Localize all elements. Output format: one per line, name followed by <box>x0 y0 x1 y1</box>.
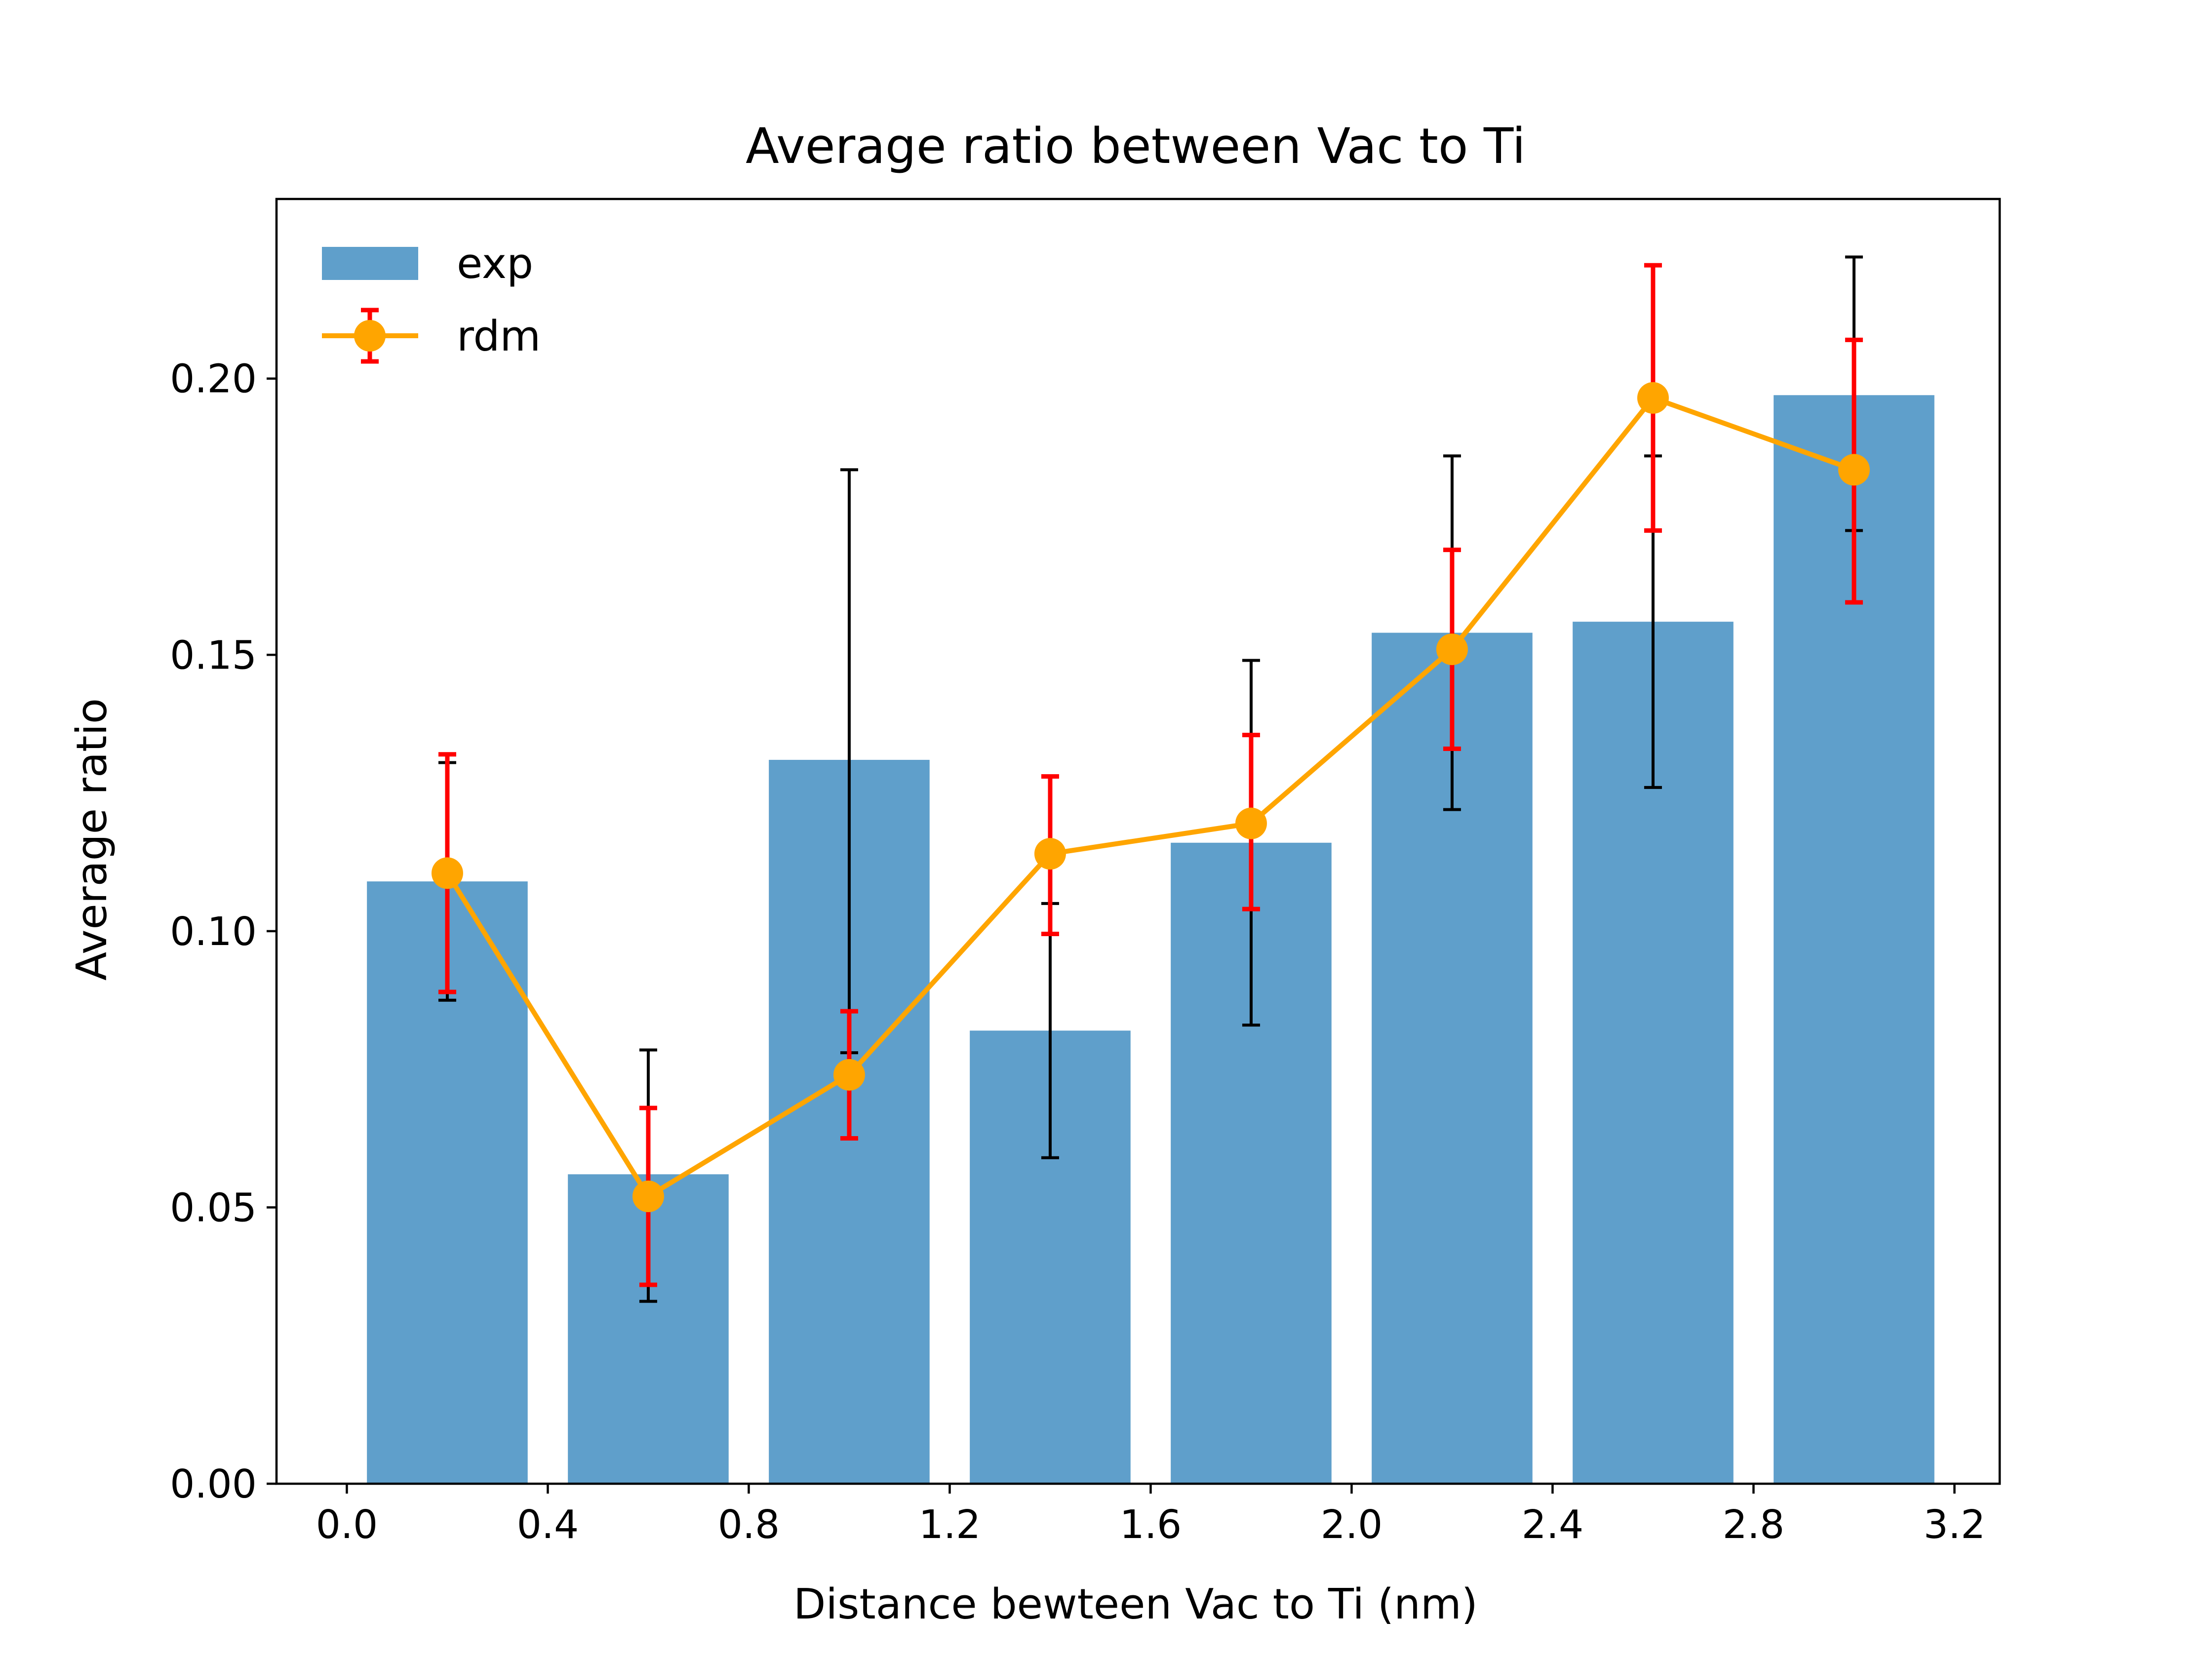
x-tick-label-7: 2.8 <box>1723 1502 1785 1547</box>
y-tick-label-3: 0.15 <box>170 632 257 678</box>
legend-label-rdm: rdm <box>457 312 541 361</box>
y-tick-label-2: 0.10 <box>170 909 257 954</box>
marker-rdm-6 <box>1637 382 1669 414</box>
legend-swatch-exp <box>322 247 418 280</box>
legend-label-exp: exp <box>457 239 533 288</box>
y-axis-label: Average ratio <box>68 698 117 981</box>
marker-rdm-3 <box>1034 838 1066 870</box>
x-tick-label-4: 1.6 <box>1120 1502 1182 1547</box>
y-tick-label-0: 0.00 <box>170 1462 257 1507</box>
plot-frame <box>275 198 2001 1485</box>
x-tick-label-0: 0.0 <box>316 1502 378 1547</box>
y-tick-label-4: 0.20 <box>170 356 257 402</box>
marker-rdm-0 <box>431 857 463 889</box>
x-tick-label-1: 0.4 <box>517 1502 579 1547</box>
marker-rdm-5 <box>1436 633 1468 666</box>
x-tick-label-3: 1.2 <box>919 1502 981 1547</box>
x-axis-label: Distance bewteen Vac to Ti (nm) <box>793 1580 1478 1629</box>
x-tick-label-2: 0.8 <box>718 1502 780 1547</box>
x-tick-label-6: 2.4 <box>1522 1502 1584 1547</box>
marker-rdm-4 <box>1235 807 1267 839</box>
x-tick-label-8: 3.2 <box>1924 1502 1986 1547</box>
marker-rdm-2 <box>833 1059 865 1091</box>
y-tick-label-1: 0.05 <box>170 1185 257 1230</box>
marker-rdm-1 <box>632 1181 664 1213</box>
plot-area: 0.0 0.4 0.8 1.2 1.6 2.0 2.4 2.8 3.2 0.00 0.05 0.10 0… <box>170 198 2001 1547</box>
legend: exp rdm <box>322 239 541 364</box>
chart-title: Average ratio between Vac to Ti <box>746 118 1526 175</box>
line-rdm <box>445 395 1855 1199</box>
marker-rdm-7 <box>1838 454 1870 486</box>
x-tick-label-5: 2.0 <box>1321 1502 1383 1547</box>
legend-marker-rdm <box>354 320 386 352</box>
